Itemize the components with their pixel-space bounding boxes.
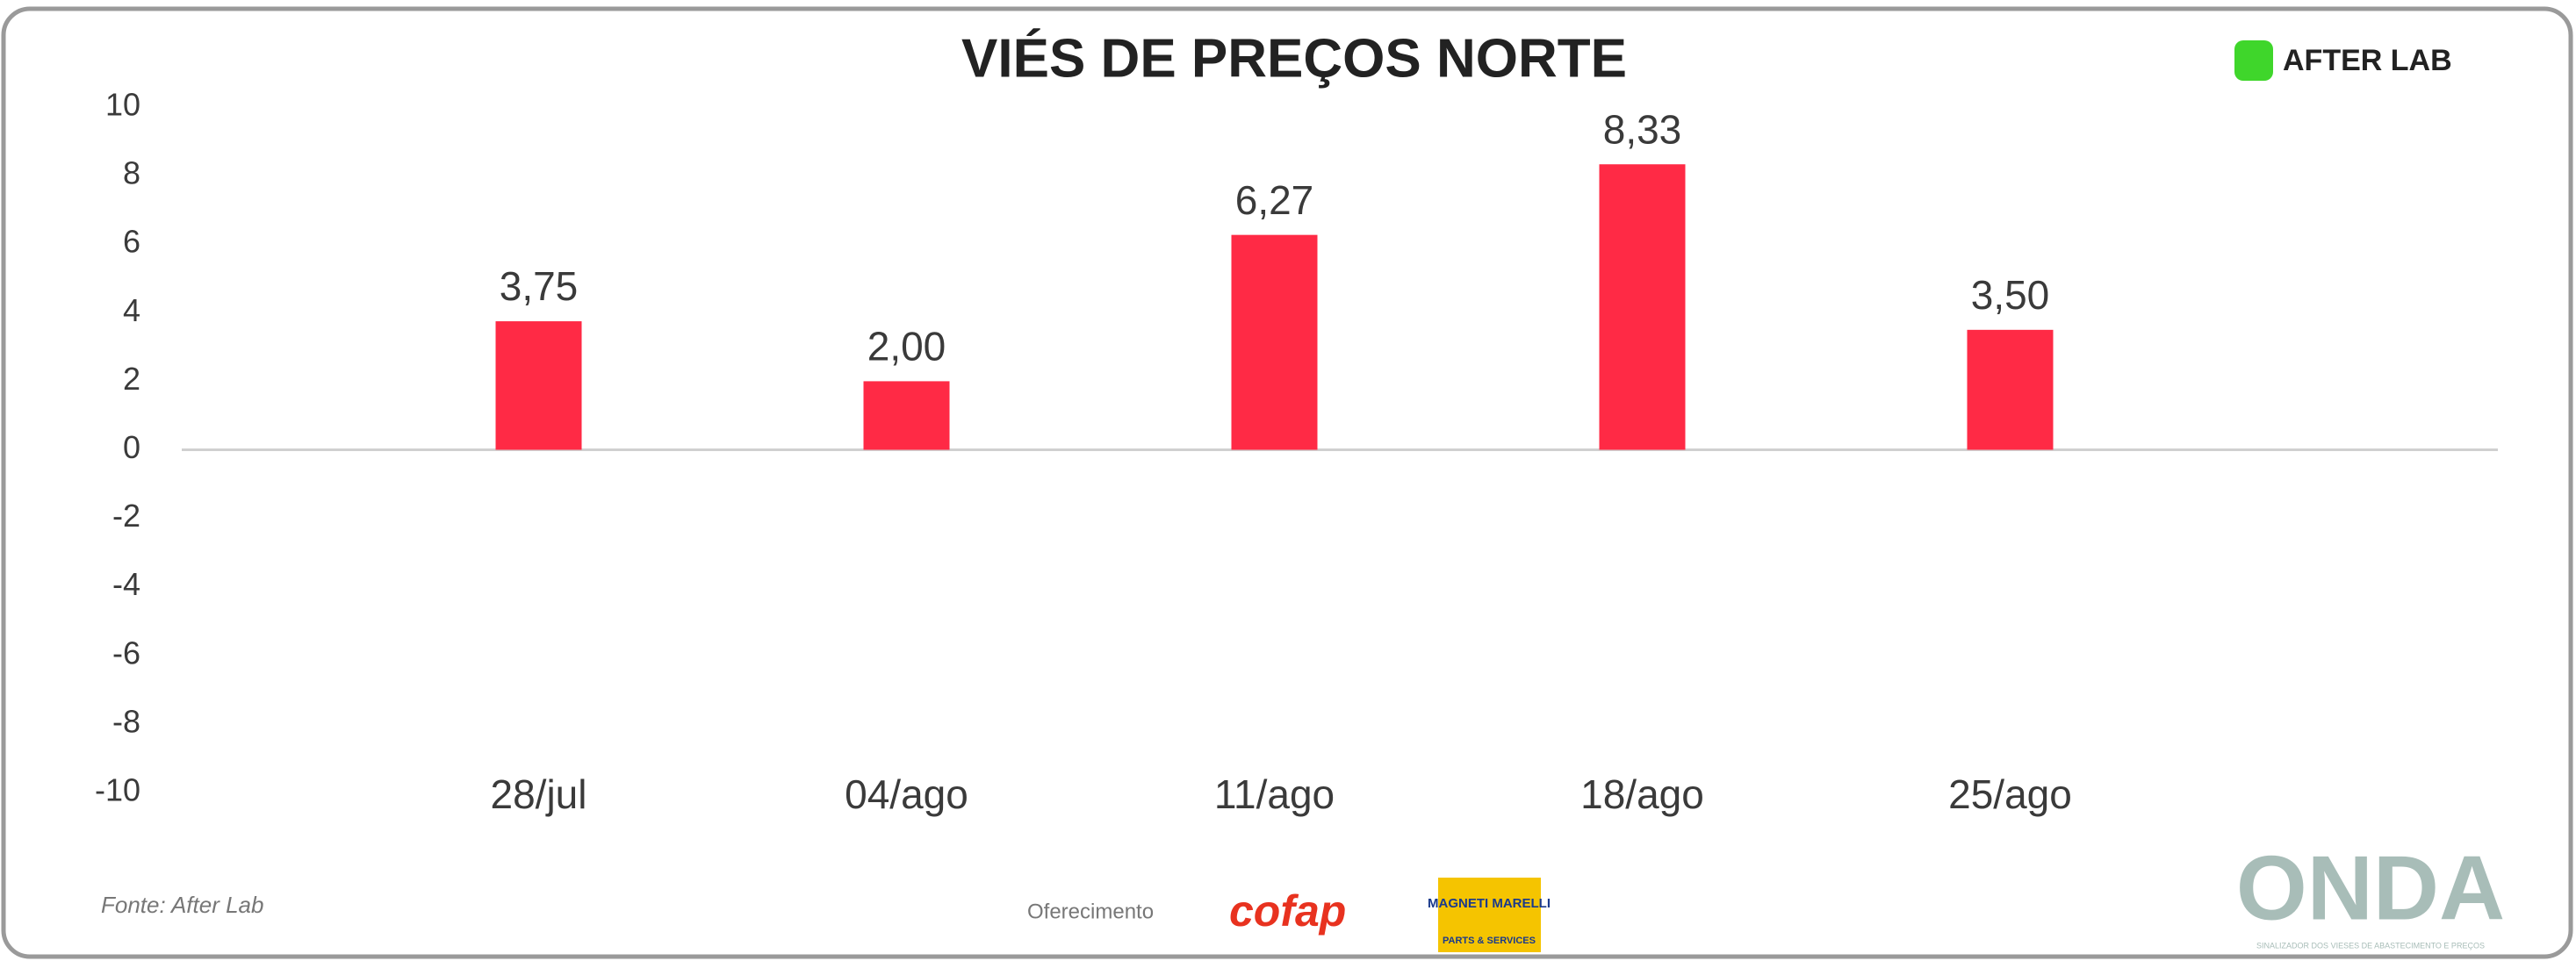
y-tick-label: -8 — [112, 703, 140, 739]
data-label: 6,27 — [1235, 177, 1314, 223]
y-tick-label: -4 — [112, 566, 140, 602]
x-tick-label: 18/ago — [1580, 771, 1704, 817]
chart-title: VIÉS DE PREÇOS NORTE — [961, 28, 1627, 89]
data-label: 3,75 — [500, 263, 579, 309]
bar — [1599, 164, 1686, 450]
cofap-logo: cofap — [1229, 886, 1346, 936]
y-tick-label: 10 — [105, 87, 140, 123]
magneti-box — [1438, 878, 1541, 952]
data-label: 8,33 — [1603, 106, 1682, 152]
y-tick-label: 6 — [123, 224, 140, 260]
frame — [1, 6, 2573, 959]
y-tick-label: -2 — [112, 498, 140, 534]
y-tick-label: 8 — [123, 155, 140, 191]
bar — [1231, 234, 1318, 450]
y-tick-label: -10 — [95, 772, 140, 808]
y-tick-label: -6 — [112, 635, 140, 671]
data-label: 2,00 — [867, 324, 946, 369]
y-tick-label: 2 — [123, 361, 140, 397]
x-tick-label: 04/ago — [845, 771, 968, 817]
bar — [863, 381, 950, 450]
onda-logo: ONDA — [2236, 837, 2505, 939]
x-tick-label: 11/ago — [1214, 771, 1335, 817]
onda-sub: SINALIZADOR DOS VIESES DE ABASTECIMENTO … — [2256, 941, 2485, 950]
bar — [1967, 329, 2054, 450]
bar — [495, 321, 582, 450]
source: Fonte: After Lab — [101, 892, 263, 918]
y-tick-label: 4 — [123, 292, 140, 328]
x-tick-label: 28/jul — [491, 771, 587, 817]
afterlab-icon — [2234, 40, 2273, 81]
y-tick-label: 0 — [123, 429, 140, 465]
afterlab-logo: AFTER LAB — [2283, 44, 2452, 77]
magneti-logo: MAGNETI MARELLI — [1428, 896, 1551, 911]
magneti-sub: PARTS & SERVICES — [1443, 936, 1536, 946]
sponsor-label: Oferecimento — [1027, 900, 1154, 923]
x-tick-label: 25/ago — [1948, 771, 2072, 817]
data-label: 3,50 — [1971, 272, 2050, 318]
